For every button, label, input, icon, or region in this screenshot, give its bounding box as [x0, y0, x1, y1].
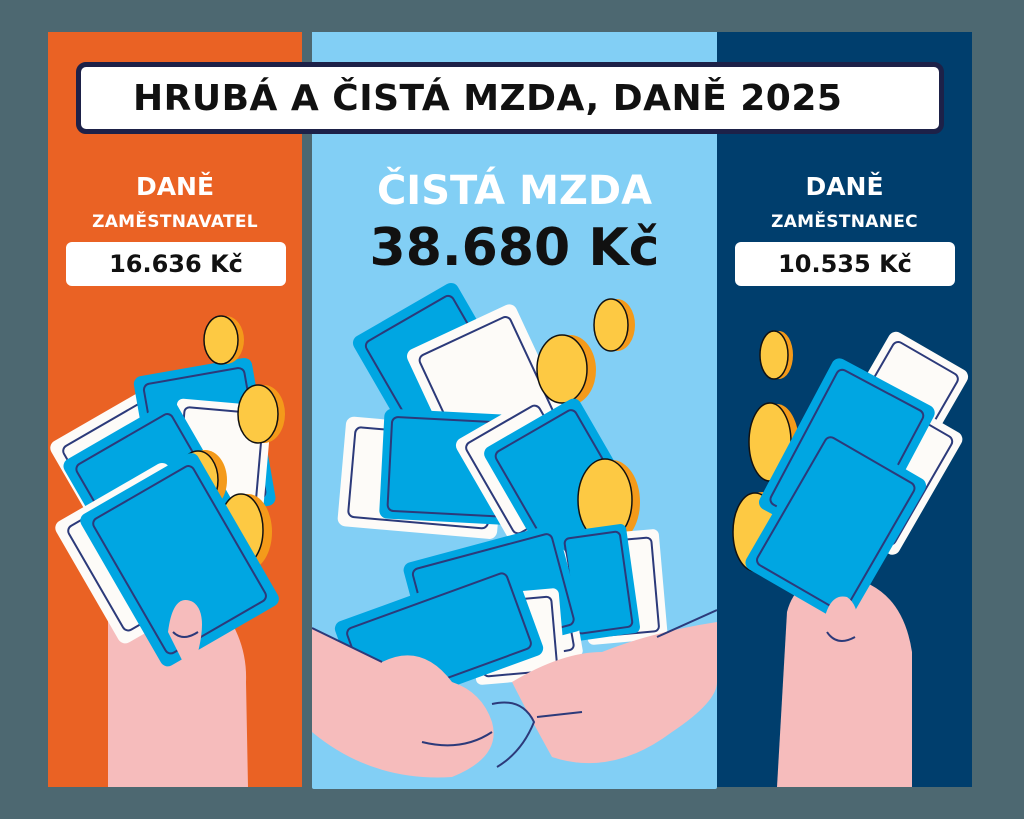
coin-icon — [203, 315, 244, 365]
hand-holding-money-illustration — [732, 330, 969, 787]
employer-tax-panel: DANĚ ZAMĚSTNAVATEL 16.636 Kč — [48, 32, 302, 787]
net-salary-value: 38.680 Kč — [369, 218, 660, 278]
net-salary-panel: ČISTÁ MZDA 38.680 Kč — [312, 32, 717, 789]
page-title-banner: HRUBÁ A ČISTÁ MZDA, DANĚ 2025 — [76, 62, 944, 134]
employee-tax-panel: DANĚ ZAMĚSTNANEC 10.535 Kč — [717, 32, 972, 787]
coin-icon — [237, 384, 285, 444]
employer-tax-value-box: 16.636 Kč — [66, 242, 286, 286]
employee-tax-title: DANĚ — [805, 172, 884, 201]
employee-tax-subtitle: ZAMĚSTNANEC — [771, 212, 918, 232]
hands-with-money-pile-illustration — [312, 282, 717, 778]
employee-tax-value-box: 10.535 Kč — [735, 242, 955, 286]
page-title: HRUBÁ A ČISTÁ MZDA, DANĚ 2025 — [133, 77, 843, 119]
coin-icon — [577, 458, 640, 544]
coin-icon — [593, 298, 635, 352]
employer-tax-title: DANĚ — [135, 172, 215, 201]
employee-tax-value: 10.535 Kč — [778, 250, 912, 278]
employer-tax-subtitle: ZAMĚSTNAVATEL — [92, 212, 258, 232]
net-salary-title: ČISTÁ MZDA — [376, 168, 653, 214]
employer-tax-value: 16.636 Kč — [109, 250, 243, 278]
coin-icon — [759, 330, 793, 380]
hand-holding-money-illustration — [50, 315, 285, 787]
coin-icon — [536, 334, 596, 405]
